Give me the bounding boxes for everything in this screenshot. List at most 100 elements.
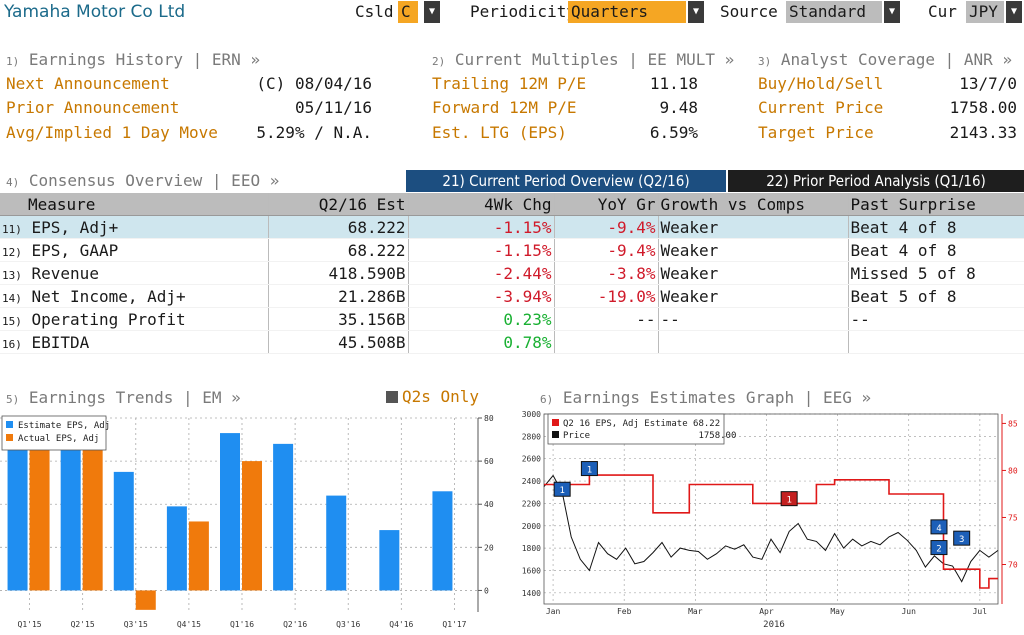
x-tick-label: Jan <box>546 607 561 616</box>
row-number: 11) <box>2 222 22 236</box>
column-header[interactable]: YoY Gr <box>554 193 659 216</box>
row-label: Avg/Implied 1 Day Move <box>6 123 218 142</box>
company-title: Yamaha Motor Co Ltd <box>4 2 186 22</box>
table-header-row: Measure Q2/16 Est 4Wk Chg YoY Gr Growth … <box>0 193 1024 216</box>
x-tick-label: Q1'16 <box>230 620 254 629</box>
column-header[interactable]: Q2/16 Est <box>268 193 409 216</box>
panel-title: Current Multiples | EE MULT » <box>454 50 735 69</box>
row-value: 6.59% <box>649 123 698 142</box>
currency-dropdown-icon[interactable]: ▼ <box>1006 1 1022 23</box>
left-tick-label: 2200 <box>522 499 541 508</box>
row-label: Forward 12M P/E <box>432 98 577 117</box>
estimate-cell: 418.590B <box>268 261 409 285</box>
change-cell: 0.78% <box>408 330 555 354</box>
x-tick-label: Q2'15 <box>71 620 95 629</box>
legend-swatch-actual <box>6 434 13 441</box>
estimate-bar <box>432 491 453 591</box>
earnings-estimates-chart: 1400 1600 1800 2000 2200 2400 2600 2800 3000 70 75… <box>510 408 1024 632</box>
row-number: 12) <box>2 245 22 259</box>
x-tick-label: Q1'17 <box>442 620 466 629</box>
x-tick-label: Jul <box>973 607 988 616</box>
surprise-cell: Beat 4 of 8 <box>848 238 1024 262</box>
row-number: 15) <box>2 314 22 328</box>
surprise-cell: Missed 5 of 8 <box>848 261 1024 285</box>
table-row[interactable]: 15) Operating Profit 35.156B 0.23% -- --… <box>0 307 1024 331</box>
estimate-bar <box>166 506 187 591</box>
row-value: 13/7/0 <box>959 74 1017 93</box>
source-dropdown-icon[interactable]: ▼ <box>884 1 900 23</box>
source-select[interactable]: Standard <box>786 1 882 23</box>
x-tick-label: Q3'16 <box>336 620 360 629</box>
estimate-bar <box>220 433 240 591</box>
chart-legend: Q2 16 EPS, Adj Estimate 68.22 Price 1758… <box>547 413 736 445</box>
change-cell: -2.44% <box>408 261 555 285</box>
comps-cell <box>658 330 849 354</box>
left-tick-label: 2000 <box>522 522 541 531</box>
table-row[interactable]: 13) Revenue 418.590B -2.44% -3.8% Weaker… <box>0 261 1024 285</box>
comps-cell: Weaker <box>658 284 849 308</box>
table-row[interactable]: 14) Net Income, Adj+ 21.286B -3.94% -19.… <box>0 284 1024 308</box>
legend-swatch-price <box>552 431 559 438</box>
y-tick-label: 20 <box>484 543 494 552</box>
event-marker <box>930 519 948 535</box>
tab-prior-period[interactable]: 22) Prior Period Analysis (Q1/16) <box>728 170 1024 192</box>
row-number: 16) <box>2 337 22 351</box>
table-row[interactable]: 12) EPS, GAAP 68.222 -1.15% -9.4% Weaker… <box>0 238 1024 262</box>
y-tick-label: 80 <box>484 414 494 423</box>
q2s-checkbox[interactable] <box>386 391 398 403</box>
row-value: 5.29% / N.A. <box>256 123 372 142</box>
row-label: Target Price <box>758 123 874 142</box>
legend-estimate: Estimate EPS, Adj <box>18 421 110 431</box>
column-header[interactable]: 4Wk Chg <box>408 193 555 216</box>
estimate-cell: 68.222 <box>268 238 409 262</box>
consensus-header[interactable]: 4) Consensus Overview | EEO » <box>6 171 279 190</box>
csld-dropdown-icon[interactable]: ▼ <box>424 1 440 23</box>
x-tick-label: Q4'15 <box>177 620 201 629</box>
event-marker <box>780 491 798 507</box>
q2s-only-label[interactable]: Q2s Only <box>402 387 480 406</box>
right-tick-label: 80 <box>1008 466 1018 475</box>
tab-current-period[interactable]: 21) Current Period Overview (Q2/16) <box>406 170 726 192</box>
periodicity-select[interactable]: Quarters <box>568 1 686 23</box>
yoy-cell: -9.4% <box>554 215 659 239</box>
currency-label: Cur <box>928 2 957 21</box>
column-header[interactable]: Measure <box>0 193 269 216</box>
x-tick-label: Apr <box>759 607 774 616</box>
panel-number: 1) <box>6 55 20 68</box>
earnings-history-header[interactable]: 1) Earnings History | ERN » <box>6 50 260 69</box>
estimate-cell: 21.286B <box>268 284 409 308</box>
legend-price: Price 1758.00 <box>563 431 736 441</box>
row-value: 11.18 <box>649 74 698 93</box>
table-row[interactable]: 11) EPS, Adj+ 68.222 -1.15% -9.4% Weaker… <box>0 215 1024 239</box>
y-tick-label: 60 <box>484 457 494 466</box>
earnings-graph-header[interactable]: 6) Earnings Estimates Graph | EEG » <box>540 388 871 407</box>
change-cell: 0.23% <box>408 307 555 331</box>
x-tick-label: Q2'16 <box>283 620 307 629</box>
column-header[interactable]: Past Surprise <box>848 193 1024 216</box>
row-value: (C) 08/04/16 <box>256 74 372 93</box>
panel-number: 5) <box>6 393 20 406</box>
panel-number: 4) <box>6 176 20 189</box>
earnings-trends-header[interactable]: 5) Earnings Trends | EM » <box>6 388 241 407</box>
consensus-table: Measure Q2/16 Est 4Wk Chg YoY Gr Growth … <box>0 193 1024 354</box>
comps-cell: Weaker <box>658 238 849 262</box>
right-tick-label: 85 <box>1008 419 1018 428</box>
estimate-cell: 35.156B <box>268 307 409 331</box>
csld-select[interactable]: C <box>398 1 418 23</box>
x-tick-label: May <box>830 607 845 616</box>
estimate-bar <box>7 418 28 591</box>
event-marker-label: 1 <box>786 496 791 506</box>
currency-select[interactable]: JPY <box>966 1 1004 23</box>
periodicity-dropdown-icon[interactable]: ▼ <box>688 1 704 23</box>
yoy-cell: -3.8% <box>554 261 659 285</box>
table-row[interactable]: 16) EBITDA 45.508B 0.78% <box>0 330 1024 354</box>
row-label: Prior Announcement <box>6 98 180 117</box>
estimate-bar <box>326 495 347 591</box>
column-header[interactable]: Growth vs Comps <box>658 193 849 216</box>
yoy-cell: -9.4% <box>554 238 659 262</box>
estimate-bar <box>273 443 294 591</box>
analyst-coverage-header[interactable]: 3) Analyst Coverage | ANR » <box>758 50 1012 69</box>
yoy-cell: -19.0% <box>554 284 659 308</box>
current-multiples-header[interactable]: 2) Current Multiples | EE MULT » <box>432 50 734 69</box>
legend-swatch-estimate <box>6 421 13 428</box>
